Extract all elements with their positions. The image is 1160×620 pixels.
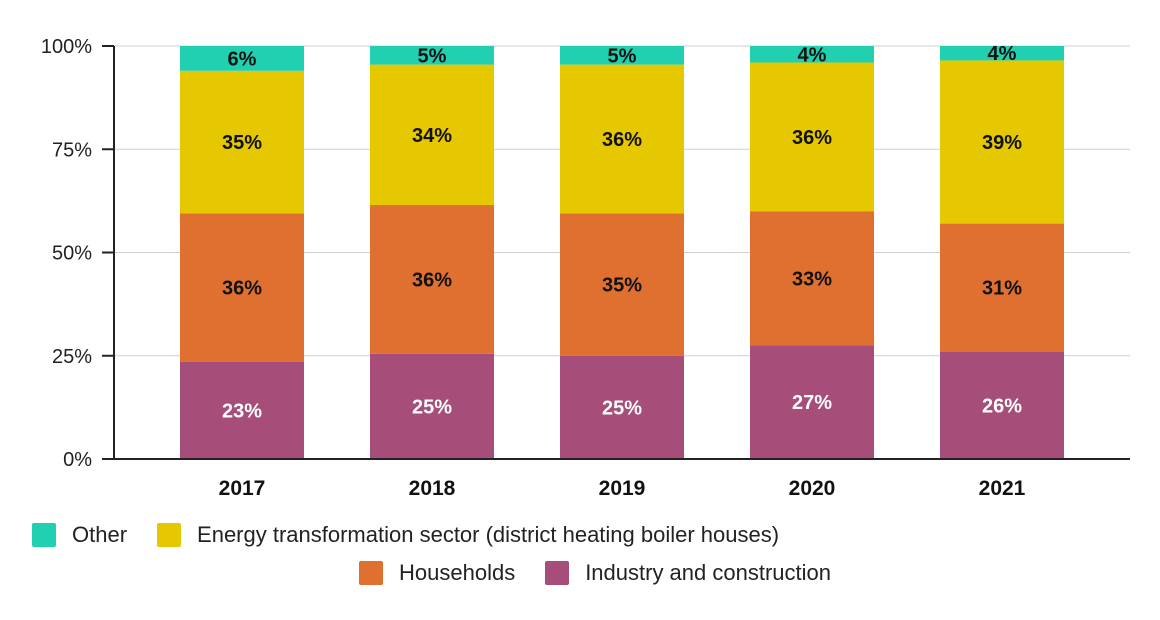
data-label: 5% [608, 45, 637, 67]
bar-segment [940, 351, 1064, 459]
legend-swatch-energy-transformation [157, 523, 182, 547]
legend-swatch-other [32, 523, 56, 547]
legend: Other Energy transformation sector (dist… [0, 516, 1160, 592]
bar-segment [370, 353, 494, 459]
data-label: 39% [982, 132, 1022, 154]
data-label: 27% [792, 392, 832, 414]
bar-segment [940, 60, 1064, 224]
bar-segment [180, 46, 304, 71]
y-tick-label: 100% [41, 36, 92, 58]
data-label: 36% [792, 127, 832, 149]
legend-item-other: Other [32, 522, 127, 548]
data-label: 4% [798, 44, 827, 66]
x-category-label: 2020 [789, 477, 836, 500]
legend-item-industry-construction: Industry and construction [545, 560, 831, 586]
legend-label-households: Households [399, 560, 516, 585]
data-label: 36% [412, 269, 452, 291]
data-label: 35% [602, 275, 642, 297]
data-label: 25% [412, 396, 452, 418]
data-label: 6% [228, 48, 257, 70]
bar-segment [370, 64, 494, 206]
x-category-label: 2018 [409, 477, 456, 500]
legend-swatch-industry-construction [545, 561, 570, 585]
bar-segment [370, 46, 494, 65]
y-tick-label: 25% [52, 346, 92, 368]
bar-segment [180, 361, 304, 459]
legend-swatch-households [359, 561, 383, 585]
legend-label-energy-transformation: Energy transformation sector (district h… [197, 522, 780, 547]
bar-segment [180, 70, 304, 214]
bar-segment [560, 46, 684, 65]
data-label: 36% [602, 129, 642, 151]
y-axis-ticks: 0% 25% 50% 75% 100% [41, 36, 114, 471]
data-label: 23% [222, 400, 262, 422]
x-axis-categories: 2017 2018 2019 2020 2021 [219, 477, 1026, 500]
x-category-label: 2017 [219, 477, 266, 500]
x-category-label: 2019 [599, 477, 646, 500]
y-tick-label: 0% [63, 449, 92, 471]
bars [180, 46, 1064, 459]
data-label: 34% [412, 125, 452, 147]
bar-segment [940, 46, 1064, 61]
stacked-bar-chart: 0% 25% 50% 75% 100% 23% 36% 35% 6% 25% 36% 34% 5% 25… [41, 36, 1130, 500]
data-label: 4% [988, 43, 1017, 65]
x-category-label: 2021 [979, 477, 1026, 500]
bar-segment [750, 345, 874, 459]
legend-item-energy-transformation: Energy transformation sector (district h… [157, 522, 779, 548]
data-label: 25% [602, 397, 642, 419]
y-tick-label: 75% [52, 139, 92, 161]
legend-label-other: Other [72, 522, 128, 547]
bar-segment [560, 355, 684, 459]
data-labels: 23% 36% 35% 6% 25% 36% 34% 5% 25% 35% 36% 5% 27% 33% 3… [222, 43, 1022, 422]
bar-segment [370, 205, 494, 354]
y-tick-label: 50% [52, 243, 92, 265]
bar-segment [750, 62, 874, 212]
bar-segment [750, 46, 874, 63]
bar-segment [940, 223, 1064, 352]
data-label: 36% [222, 278, 262, 300]
data-label: 26% [982, 395, 1022, 417]
data-label: 33% [792, 268, 832, 290]
legend-item-households: Households [359, 560, 515, 586]
bar-segment [750, 211, 874, 346]
data-label: 35% [222, 132, 262, 154]
legend-row-1: Other Energy transformation sector (dist… [0, 516, 1160, 554]
legend-label-industry-construction: Industry and construction [585, 560, 831, 585]
data-label: 5% [418, 45, 447, 67]
legend-row-2: Households Industry and construction [0, 554, 1160, 592]
bar-segment [560, 213, 684, 356]
bar-segment [180, 213, 304, 362]
bar-segment [560, 64, 684, 214]
data-label: 31% [982, 278, 1022, 300]
